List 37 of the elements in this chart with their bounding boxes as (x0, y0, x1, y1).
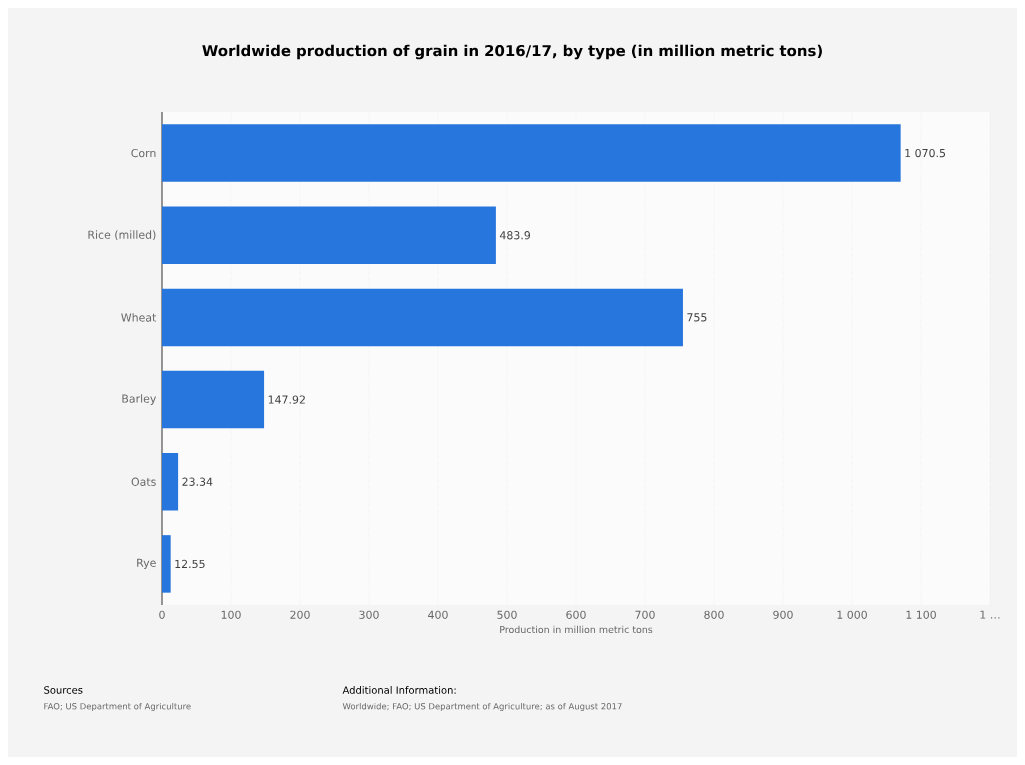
bar (162, 124, 901, 182)
y-tick-label: Rice (milled) (88, 230, 156, 241)
x-tick-label: 500 (497, 610, 517, 619)
x-tick-label: 1 100 (906, 610, 936, 619)
data-label: 147.92 (268, 395, 305, 404)
x-tick-label: 300 (359, 610, 379, 619)
chart-title: Worldwide production of grain in 2016/17, by type (in million metric tons) (202, 44, 822, 60)
x-tick-label: 1 000 (837, 610, 867, 619)
x-tick-label: 1 … (980, 610, 1000, 619)
y-tick-label: Rye (137, 558, 156, 570)
data-label: 23.34 (182, 477, 213, 486)
text: Sources (44, 686, 83, 694)
data-label: 1 070.5 (905, 148, 946, 158)
y-tick-label: Oats (131, 477, 156, 486)
bar (162, 535, 171, 593)
data-label: 483.9 (499, 231, 531, 240)
x-tick-label: 100 (221, 610, 241, 619)
x-tick-label: 800 (704, 610, 724, 619)
x-tick-label: 900 (773, 610, 793, 619)
x-tick-label: 600 (566, 610, 586, 619)
x-tick-label: 700 (635, 610, 655, 619)
x-tick-label: 0 (159, 610, 165, 619)
data-label: 12.55 (175, 559, 205, 569)
bar (162, 452, 179, 511)
text: Additional Information: (342, 686, 456, 694)
y-tick-label: Corn (131, 148, 156, 158)
x-tick-label: 200 (290, 610, 310, 619)
data-label: 755 (687, 313, 707, 322)
x-axis-title: Production in million metric tons (500, 625, 653, 634)
y-tick-label: Wheat (121, 313, 157, 322)
bar (162, 206, 496, 264)
text: FAO; US Department of Agriculture (44, 702, 191, 712)
y-tick-label: Barley (122, 394, 157, 405)
bar (162, 288, 683, 347)
text: Worldwide; FAO; US Department of Agriculture; as of August 2017 (342, 702, 622, 712)
x-tick-label: 400 (428, 610, 448, 619)
bar (162, 370, 265, 429)
